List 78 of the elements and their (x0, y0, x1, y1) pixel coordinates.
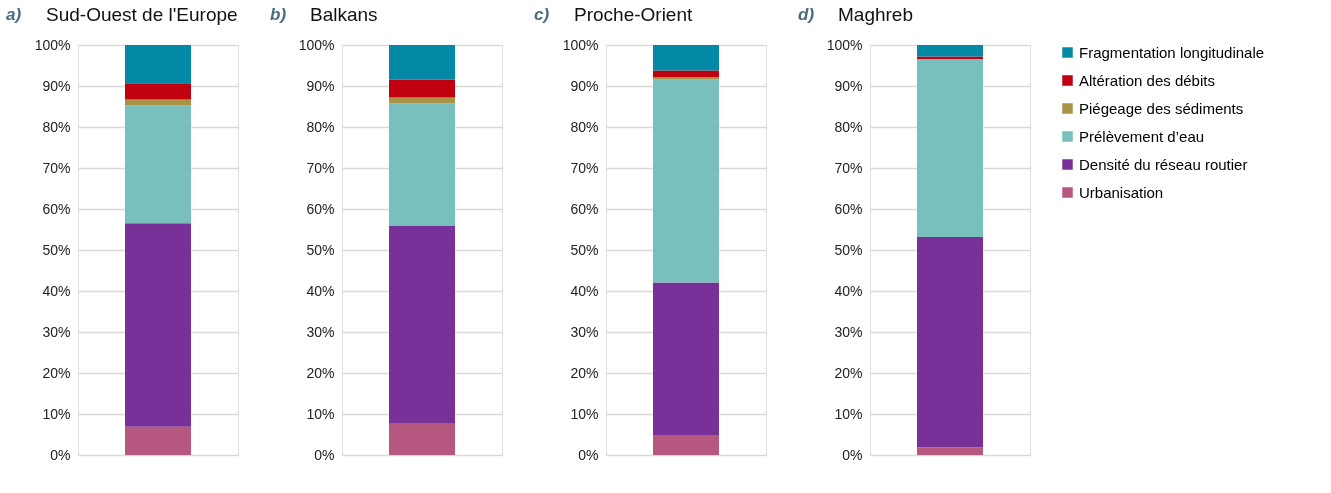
legend-label: Altération des débits (1079, 71, 1215, 89)
legend-label: Prélèvement d’eau (1079, 127, 1205, 145)
y-tick-label: 80% (570, 118, 599, 135)
bar (389, 97, 455, 104)
y-tick-label: 50% (834, 241, 863, 258)
y-tick-label: 30% (306, 323, 335, 340)
bar (125, 105, 191, 224)
y-tick-label: 90% (306, 77, 335, 94)
bar (917, 447, 983, 455)
y-tick-label: 50% (306, 241, 335, 258)
text: c) (534, 5, 550, 24)
bar (653, 79, 719, 283)
y-tick-label: 40% (834, 282, 863, 299)
bar (917, 236, 983, 448)
y-tick-label: 40% (42, 282, 71, 299)
y-tick-label: 20% (834, 364, 863, 381)
y-tick-label: 70% (570, 159, 599, 176)
y-tick-label: 30% (834, 323, 863, 340)
bar (653, 45, 719, 71)
y-tick-label: 30% (42, 323, 71, 340)
y-tick-label: 90% (570, 77, 599, 94)
y-tick-label: 60% (306, 200, 335, 217)
y-tick-label: 100% (562, 36, 599, 53)
bar (653, 70, 719, 77)
y-tick-label: 60% (834, 200, 863, 217)
y-tick-label: 60% (42, 200, 71, 217)
y-tick-label: 40% (570, 282, 599, 299)
y-tick-label: 70% (42, 159, 71, 176)
y-tick-label: 60% (570, 200, 599, 217)
bar (125, 426, 191, 455)
y-tick-label: 90% (834, 77, 863, 94)
bar (917, 45, 983, 57)
bar (917, 59, 983, 237)
y-tick-label: 0% (50, 446, 71, 463)
y-tick-label: 0% (578, 446, 599, 463)
bar (389, 225, 455, 424)
chart-title: Sud-Ouest de l'Europe (46, 4, 238, 25)
y-tick-label: 0% (314, 446, 335, 463)
legend-label: Piégeage des sédiments (1079, 99, 1244, 117)
bar (653, 282, 719, 435)
bar (653, 434, 719, 455)
chart-title: Maghreb (838, 4, 913, 25)
bar (125, 223, 191, 427)
legend-label: Urbanisation (1079, 183, 1164, 201)
chart-title: Proche-Orient (574, 4, 693, 25)
y-tick-label: 100% (34, 36, 71, 53)
y-tick-label: 70% (834, 159, 863, 176)
text: d) (798, 5, 815, 24)
y-tick-label: 10% (306, 405, 335, 422)
y-tick-label: 20% (42, 364, 71, 381)
y-tick-label: 80% (306, 118, 335, 135)
y-tick-label: 50% (42, 241, 71, 258)
text: b) (270, 5, 287, 24)
y-tick-label: 100% (298, 36, 335, 53)
y-tick-label: 80% (42, 118, 71, 135)
y-tick-label: 20% (570, 364, 599, 381)
chart-title: Balkans (310, 4, 378, 25)
y-tick-label: 30% (570, 323, 599, 340)
y-tick-label: 10% (570, 405, 599, 422)
legend-label: Densité du réseau routier (1079, 155, 1248, 173)
y-tick-label: 50% (570, 241, 599, 258)
bar (389, 103, 455, 226)
bar (125, 83, 191, 100)
y-tick-label: 100% (826, 36, 863, 53)
text: a) (6, 5, 22, 24)
bar (125, 45, 191, 84)
legend-label: Fragmentation longitudinale (1079, 43, 1265, 61)
bar (389, 423, 455, 455)
bar (389, 45, 455, 80)
y-tick-label: 20% (306, 364, 335, 381)
y-tick-label: 90% (42, 77, 71, 94)
y-tick-label: 0% (842, 446, 863, 463)
y-tick-label: 10% (42, 405, 71, 422)
y-tick-label: 10% (834, 405, 863, 422)
y-tick-label: 70% (306, 159, 335, 176)
y-tick-label: 80% (834, 118, 863, 135)
y-tick-label: 40% (306, 282, 335, 299)
bar (389, 79, 455, 98)
